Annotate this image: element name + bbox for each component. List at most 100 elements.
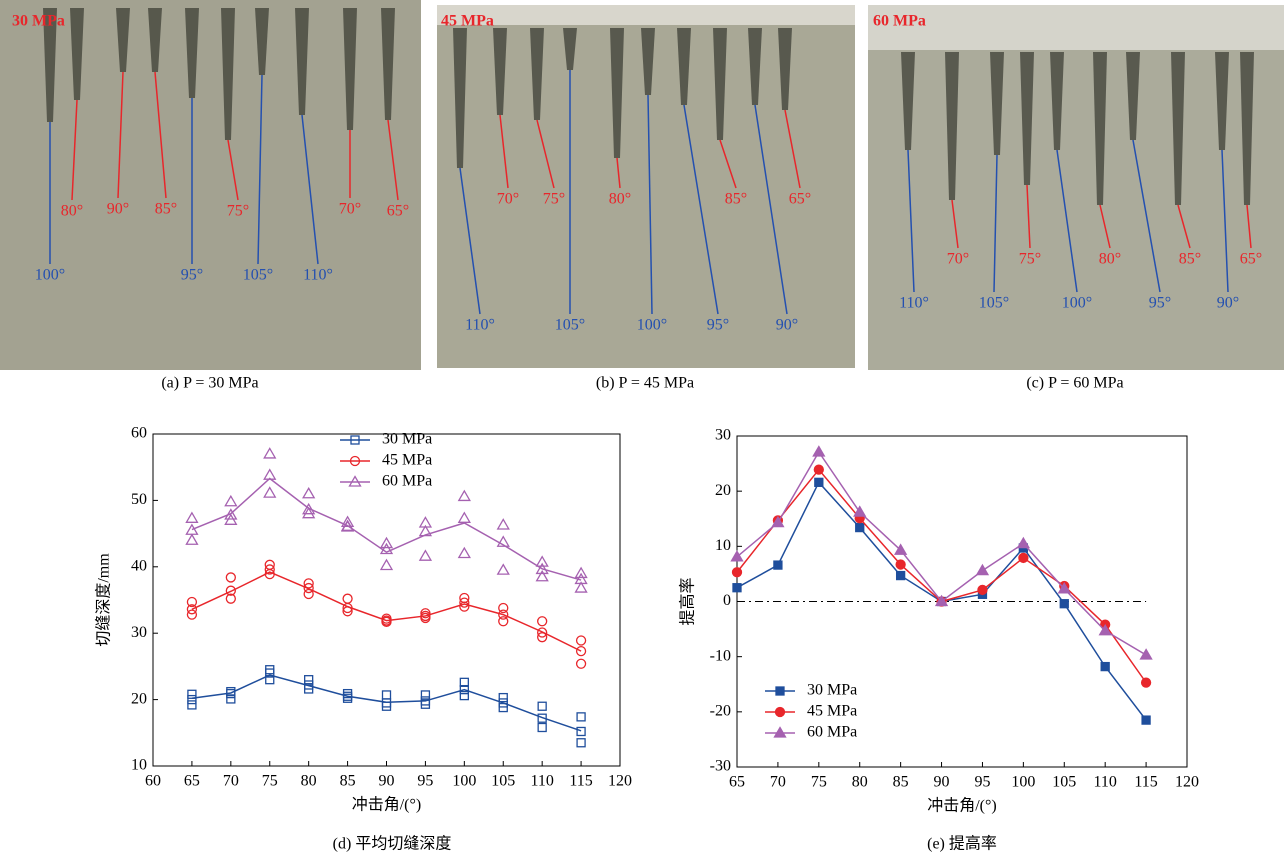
- data-point: [574, 581, 588, 593]
- angle-label: 80°: [61, 203, 83, 220]
- y-tick-label: 20: [715, 482, 731, 499]
- data-point: [1098, 623, 1112, 636]
- data-point: [342, 593, 353, 604]
- x-tick-label: 115: [569, 773, 592, 790]
- data-point: [496, 535, 510, 547]
- pressure-label: 45 MPa: [441, 13, 494, 30]
- legend-marker: [349, 455, 361, 467]
- data-point: [855, 522, 865, 533]
- pointer-line: [71, 99, 78, 201]
- data-point: [303, 582, 314, 594]
- data-point: [814, 477, 824, 487]
- angle-label: 85°: [725, 191, 747, 208]
- angle-label: 105°: [555, 317, 585, 334]
- x-tick-label: 75: [811, 774, 827, 791]
- data-point: [535, 562, 549, 575]
- slot: [1050, 52, 1064, 150]
- y-tick-label: 40: [131, 557, 147, 574]
- x-tick-label: 85: [340, 773, 356, 790]
- data-point: [379, 558, 394, 571]
- data-point: [812, 445, 826, 457]
- angle-label: 75°: [1019, 251, 1041, 268]
- photo-b-background: [437, 5, 855, 25]
- y-axis-label: 提高率: [679, 577, 697, 625]
- data-point: [894, 543, 908, 555]
- pressure-label: 30 MPa: [12, 13, 65, 30]
- data-point: [575, 635, 587, 646]
- slot: [990, 52, 1004, 155]
- y-tick-label: -10: [710, 647, 731, 664]
- y-tick-label: 20: [131, 690, 147, 707]
- angle-label: 100°: [35, 267, 65, 284]
- legend-label: 60 MPa: [382, 473, 432, 490]
- data-point: [224, 513, 238, 525]
- data-point: [498, 702, 508, 713]
- data-point: [420, 612, 431, 624]
- legend-label: 30 MPa: [382, 431, 432, 448]
- y-tick-label: 30: [131, 624, 147, 641]
- photo-caption: (c) P = 60 MPa: [1026, 375, 1123, 392]
- series-line: [736, 468, 1147, 684]
- data-point: [457, 489, 471, 502]
- data-point: [1141, 715, 1151, 725]
- data-point: [418, 549, 433, 561]
- angle-label: 70°: [947, 251, 969, 268]
- pressure-label: 60 MPa: [873, 13, 926, 30]
- data-point: [459, 601, 470, 612]
- data-point: [226, 688, 236, 699]
- data-point: [813, 464, 824, 475]
- data-point: [187, 694, 197, 705]
- slot: [185, 8, 199, 98]
- slot: [778, 28, 792, 110]
- data-point: [418, 524, 433, 537]
- slot: [1126, 52, 1140, 140]
- data-point: [575, 645, 587, 657]
- legend-label: 45 MPa: [382, 452, 432, 469]
- y-tick-label: -30: [710, 758, 731, 775]
- data-point: [264, 568, 275, 580]
- data-point: [342, 602, 353, 614]
- angle-label: 90°: [1217, 295, 1239, 312]
- pointer-line: [993, 154, 998, 293]
- series-line: [191, 674, 582, 732]
- data-point: [576, 738, 586, 748]
- data-point: [459, 684, 469, 695]
- data-point: [420, 699, 431, 709]
- slot: [255, 8, 269, 75]
- pointer-line: [536, 119, 555, 189]
- data-point: [265, 668, 275, 678]
- x-tick-label: 105: [491, 773, 515, 790]
- pointer-line: [227, 139, 239, 201]
- angle-label: 65°: [1240, 251, 1262, 268]
- photo-c: [868, 5, 1284, 370]
- x-tick-label: 115: [1134, 774, 1157, 791]
- data-point: [498, 602, 509, 614]
- angle-label: 95°: [181, 267, 203, 284]
- data-point: [537, 616, 548, 627]
- data-point: [895, 570, 906, 581]
- slot: [70, 8, 84, 100]
- x-tick-label: 80: [301, 773, 317, 790]
- angle-label: 100°: [637, 317, 667, 334]
- pointer-line: [647, 94, 653, 315]
- data-point: [771, 515, 785, 528]
- angle-label: 110°: [303, 267, 333, 284]
- angle-label: 95°: [1149, 295, 1171, 312]
- x-axis-label: 冲击角/(°): [352, 796, 422, 814]
- data-point: [537, 701, 547, 711]
- pointer-line: [301, 114, 319, 265]
- y-tick-label: 0: [723, 592, 731, 609]
- angle-label: 105°: [243, 267, 273, 284]
- data-point: [895, 559, 906, 570]
- data-point: [1139, 648, 1153, 660]
- legend-marker: [348, 475, 362, 487]
- data-point: [496, 518, 510, 530]
- slot: [713, 28, 727, 140]
- pointer-line: [499, 114, 509, 189]
- x-tick-label: 110: [530, 773, 553, 790]
- pointer-line: [907, 149, 915, 293]
- pointer-line: [683, 104, 719, 315]
- data-point: [225, 593, 236, 604]
- pointer-line: [1132, 139, 1161, 293]
